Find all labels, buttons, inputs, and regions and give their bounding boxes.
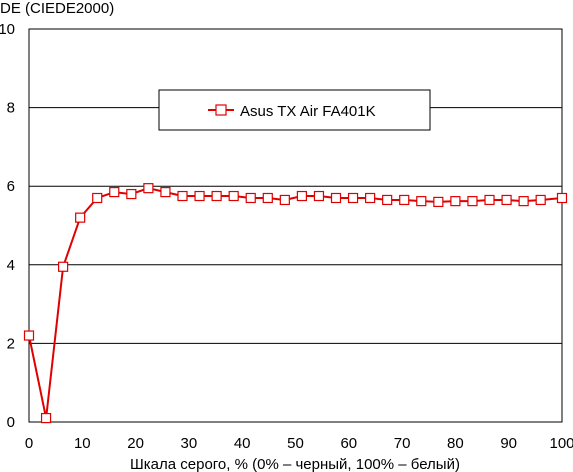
data-point [501, 194, 512, 206]
data-point [245, 192, 256, 204]
data-point [416, 196, 427, 207]
data-point [75, 212, 86, 223]
y-tick-label: 4 [7, 257, 15, 274]
x-tick-labels: 0 10 20 30 40 50 60 70 80 90 100 [25, 435, 573, 452]
data-point [126, 188, 137, 200]
y-tick-label: 0 [7, 414, 15, 431]
data-point [313, 190, 325, 202]
y-tick-labels: 0 2 4 6 8 10 [0, 21, 15, 431]
data-point [143, 183, 154, 194]
series-line [28, 187, 563, 419]
x-tick-label: 40 [234, 435, 251, 452]
data-point [228, 190, 239, 202]
y-axis-title: DE (CIEDE2000) [0, 0, 114, 17]
series-group [23, 183, 568, 424]
x-tick-label: 0 [25, 435, 33, 452]
data-point [177, 190, 188, 202]
x-axis-title: Шкала серого, % (0% – черный, 100% – бел… [130, 456, 460, 472]
data-point [347, 192, 359, 204]
legend-box [158, 89, 431, 131]
data-point [160, 186, 171, 198]
legend: Asus TX Air FA401K [158, 89, 431, 131]
legend-label: Asus TX Air FA401K [240, 103, 376, 120]
x-tick-label: 50 [287, 435, 304, 452]
data-point [467, 196, 478, 207]
plot-area-frame [28, 28, 563, 423]
x-tick-label: 80 [447, 435, 464, 452]
data-point [92, 192, 103, 204]
data-point [433, 196, 444, 208]
data-point [279, 194, 290, 206]
y-tick-label: 10 [0, 21, 15, 38]
data-point [58, 261, 69, 272]
data-point [382, 194, 393, 206]
x-tick-label: 20 [127, 435, 144, 452]
data-point [194, 190, 205, 202]
data-point [211, 190, 222, 202]
data-point [518, 196, 529, 207]
data-point [109, 186, 120, 198]
x-tick-label: 30 [181, 435, 198, 452]
data-point [450, 196, 461, 207]
legend-marker [215, 104, 227, 116]
y-tick-label: 2 [7, 335, 15, 352]
data-point [556, 192, 568, 204]
y-tick-label: 6 [7, 178, 15, 195]
data-point [365, 192, 376, 204]
data-point [484, 194, 495, 206]
data-point [296, 190, 307, 202]
data-point [535, 194, 546, 206]
x-tick-label: 100 [549, 435, 573, 452]
data-point [330, 192, 342, 204]
x-tick-label: 60 [340, 435, 357, 452]
data-point [399, 194, 410, 206]
x-tick-label: 70 [394, 435, 411, 452]
data-point [23, 330, 35, 341]
y-tick-label: 8 [7, 100, 15, 117]
x-tick-label: 90 [500, 435, 517, 452]
data-point [40, 412, 52, 424]
x-tick-label: 10 [74, 435, 91, 452]
data-point [262, 192, 273, 204]
gridlines [29, 107, 562, 344]
